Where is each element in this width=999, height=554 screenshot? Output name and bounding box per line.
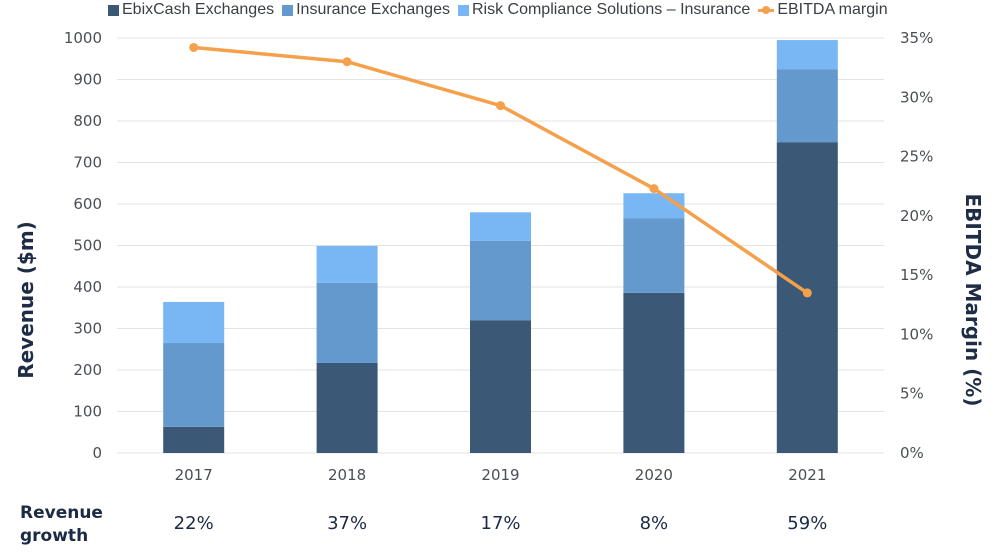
bar-segment-insurance-exchanges-2019 (470, 240, 531, 321)
revenue-growth-value-2020: 8% (639, 513, 669, 534)
left-tick-label: 100 (73, 403, 102, 421)
left-tick-label: 200 (73, 361, 102, 379)
left-tick-label: 500 (73, 237, 102, 255)
legend-swatch-ebitda-margin (758, 5, 775, 16)
bar-segment-ebixcash-exchanges-2020 (623, 292, 685, 453)
bar-segment-ebixcash-exchanges-2017 (163, 426, 225, 453)
left-tick-label: 300 (73, 320, 102, 338)
x-tick-label: 2021 (788, 466, 826, 484)
bar-segment-risk-compliance-solutions-insurance-2021 (776, 40, 838, 70)
revenue-growth-label-line1: Revenue (20, 503, 103, 523)
legend-label: Insurance Exchanges (296, 1, 450, 18)
ebitda-point-2020 (649, 184, 659, 194)
bar-segment-insurance-exchanges-2018 (316, 282, 378, 363)
legend-item-risk-compliance: Risk Compliance Solutions – Insurance (457, 1, 751, 19)
bar-segment-insurance-exchanges-2017 (163, 343, 225, 427)
left-tick-label: 400 (73, 278, 102, 296)
ebitda-point-2018 (342, 57, 352, 67)
bar-segment-risk-compliance-solutions-insurance-2017 (163, 301, 225, 344)
revenue-growth-value-2019: 17% (480, 513, 521, 534)
revenue-growth-value-2017: 22% (173, 513, 214, 534)
right-tick-label: 0% (900, 444, 924, 462)
right-tick-label: 5% (900, 385, 924, 403)
ebitda-point-2021 (802, 288, 812, 298)
left-axis-ticks: 0 100 200 300 400 500 600 700 800 900 1000 (64, 29, 102, 462)
x-tick-label: 2018 (328, 466, 366, 484)
right-tick-label: 35% (900, 29, 933, 47)
right-tick-label: 25% (900, 148, 933, 166)
revenue-growth-value-2021: 59% (787, 513, 828, 534)
bar-segment-insurance-exchanges-2021 (776, 69, 838, 143)
chart-legend: EbixCash Exchanges Insurance Exchanges R… (108, 1, 896, 19)
x-axis-ticks: 2017 2018 2019 2020 2021 (175, 466, 827, 484)
bar-segment-insurance-exchanges-2020 (623, 218, 685, 293)
left-axis-title: Revenue ($m) (14, 221, 38, 379)
right-tick-label: 15% (900, 266, 933, 284)
ebitda-point-2019 (496, 101, 505, 111)
revenue-growth-value-2018: 37% (327, 513, 368, 534)
right-tick-label: 20% (900, 207, 933, 225)
legend-label: EbixCash Exchanges (122, 1, 275, 18)
legend-label: Risk Compliance Solutions – Insurance (471, 1, 751, 18)
ebitda-point-2017 (189, 42, 199, 52)
stacked-bars (163, 40, 838, 454)
right-axis-title: EBITDA Margin (%) (961, 194, 985, 407)
bar-segment-risk-compliance-solutions-insurance-2020 (623, 193, 685, 219)
revenue-growth-label-line2: growth (20, 526, 89, 546)
legend-item-insurance-exchanges: Insurance Exchanges (282, 1, 450, 19)
left-tick-label: 600 (73, 195, 102, 213)
right-tick-label: 10% (900, 325, 933, 343)
bar-segment-ebixcash-exchanges-2018 (316, 362, 378, 453)
legend-label: EBITDA margin (777, 1, 888, 18)
left-tick-label: 800 (73, 112, 102, 130)
ebitda-line (189, 42, 812, 298)
revenue-growth-label: Revenue growth (20, 502, 103, 548)
legend-item-ebixcash: EbixCash Exchanges (108, 1, 274, 19)
right-axis-ticks: 0% 5% 10% 15% 20% 25% 30% 35% (900, 29, 933, 462)
bar-segment-risk-compliance-solutions-insurance-2019 (470, 212, 531, 241)
legend-swatch-insurance-exchanges (282, 4, 294, 16)
bar-segment-ebixcash-exchanges-2019 (470, 320, 531, 453)
legend-item-ebitda-margin: EBITDA margin (758, 1, 888, 19)
legend-swatch-ebixcash (108, 4, 119, 16)
left-tick-label: 900 (73, 71, 102, 89)
x-tick-label: 2017 (175, 466, 213, 484)
left-tick-label: 1000 (64, 29, 102, 47)
x-tick-label: 2019 (481, 466, 519, 484)
left-tick-label: 700 (73, 154, 102, 172)
legend-swatch-risk-compliance (457, 4, 469, 16)
left-tick-label: 0 (92, 444, 102, 462)
x-tick-label: 2020 (635, 466, 673, 484)
right-tick-label: 30% (900, 88, 933, 106)
bar-segment-risk-compliance-solutions-insurance-2018 (316, 245, 378, 283)
bar-segment-ebixcash-exchanges-2021 (776, 142, 838, 454)
